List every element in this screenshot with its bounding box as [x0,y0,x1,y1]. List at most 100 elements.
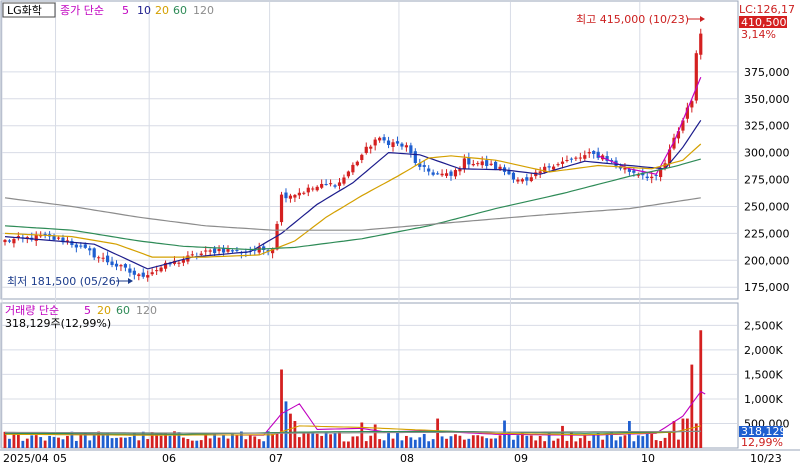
volume-bar [204,433,208,448]
volume-bar [106,433,109,448]
volume-bar [190,440,194,448]
volume-bar [507,432,511,448]
candle-body [101,257,105,259]
candle-body [70,241,74,245]
volume-ma120-line [5,430,701,434]
stock-name: LG화학 [7,4,42,17]
ma5-line [597,76,702,175]
volume-bar [284,401,288,448]
volume-bar [21,440,25,448]
volume-bar [677,439,680,448]
candle-body [436,173,440,175]
volume-bar [641,436,645,448]
candle-body [609,160,614,162]
candle-body [150,272,154,275]
max-arrow-head [700,16,705,22]
volume-bar [681,418,685,448]
lc-text: LC:126,17 [739,3,795,16]
volume-bar [690,364,694,448]
candle-body [199,253,203,255]
price-tick-label: 300,000 [744,147,790,160]
volume-bar [672,421,676,448]
candle-body [221,248,226,253]
volume-bar [235,435,239,448]
volume-legend-label: 거래량 단순 [5,304,59,317]
candle-body [146,275,150,278]
min-arrow-head [128,278,133,284]
price-panel[interactable] [0,0,739,300]
volume-bar [436,418,440,448]
volume-bar [320,435,324,448]
volume-bar [137,440,141,448]
volume-bar [440,436,444,448]
price-y-axis: 375,000 350,000 325,000 300,000 275,000 250,0… [744,66,790,294]
volume-bar [262,441,266,448]
price-tick-label: 325,000 [744,120,790,133]
grid-lines [1,2,737,448]
vol-legend-ma60: 60 [116,304,130,317]
candle-body [681,120,685,131]
volume-bar [543,441,547,448]
candle-body [382,137,386,141]
candle-body [645,176,649,179]
volume-bar [454,434,457,448]
candle-body [7,240,12,242]
volume-bar [471,435,475,448]
candle-body [587,152,591,154]
volume-bar [342,441,346,448]
volume-bar [636,435,640,448]
candle-body [284,192,288,199]
volume-bar [239,431,243,448]
candle-body [543,166,547,173]
candle-body [351,164,355,173]
candle-body [623,167,627,170]
volume-bar [150,432,154,448]
volume-bar [271,433,274,448]
legend-ma10: 10 [137,4,151,17]
volume-pct-text: 12,99% [741,436,783,449]
candle-body [605,156,609,161]
volume-bar [3,431,7,448]
volume-current-text: 318,129주(12,99%) [5,317,111,330]
volume-bar [596,433,600,448]
volume-panel[interactable] [0,302,739,449]
stock-name-box[interactable] [2,2,56,18]
candle-body [596,151,600,158]
candle-body [315,186,319,191]
volume-bar [34,435,38,448]
candle-body [74,244,78,248]
vol-legend-ma5: 5 [84,304,91,317]
candle-body [632,170,636,173]
candle-body [320,183,324,188]
candle-body [431,172,435,175]
volume-bar [373,424,377,448]
volume-bar [391,438,395,448]
candle-body [462,158,466,170]
volume-bar [547,431,551,448]
price-tick-label: 375,000 [744,66,790,79]
volume-bar [431,439,435,448]
candle-body [56,237,61,239]
candle-body [226,249,230,252]
volume-bar [561,425,564,448]
candle-body [163,262,168,269]
volume-bar [333,433,337,448]
volume-bar [141,431,145,448]
candle-body [97,257,101,259]
volume-bar [195,440,199,448]
volume-bar [489,438,493,448]
candle-body [39,235,43,237]
volume-bar [458,435,462,448]
volume-bar [52,436,56,448]
volume-bar [427,441,431,448]
volume-bar [525,435,529,448]
volume-bar [663,437,667,448]
price-tick-label: 350,000 [744,93,790,106]
volume-bar [659,441,663,448]
volume-bar [61,439,65,448]
price-tick-label: 225,000 [744,227,790,240]
volume-bar [57,437,60,448]
volume-bar [494,438,497,448]
candle-body [659,169,663,178]
